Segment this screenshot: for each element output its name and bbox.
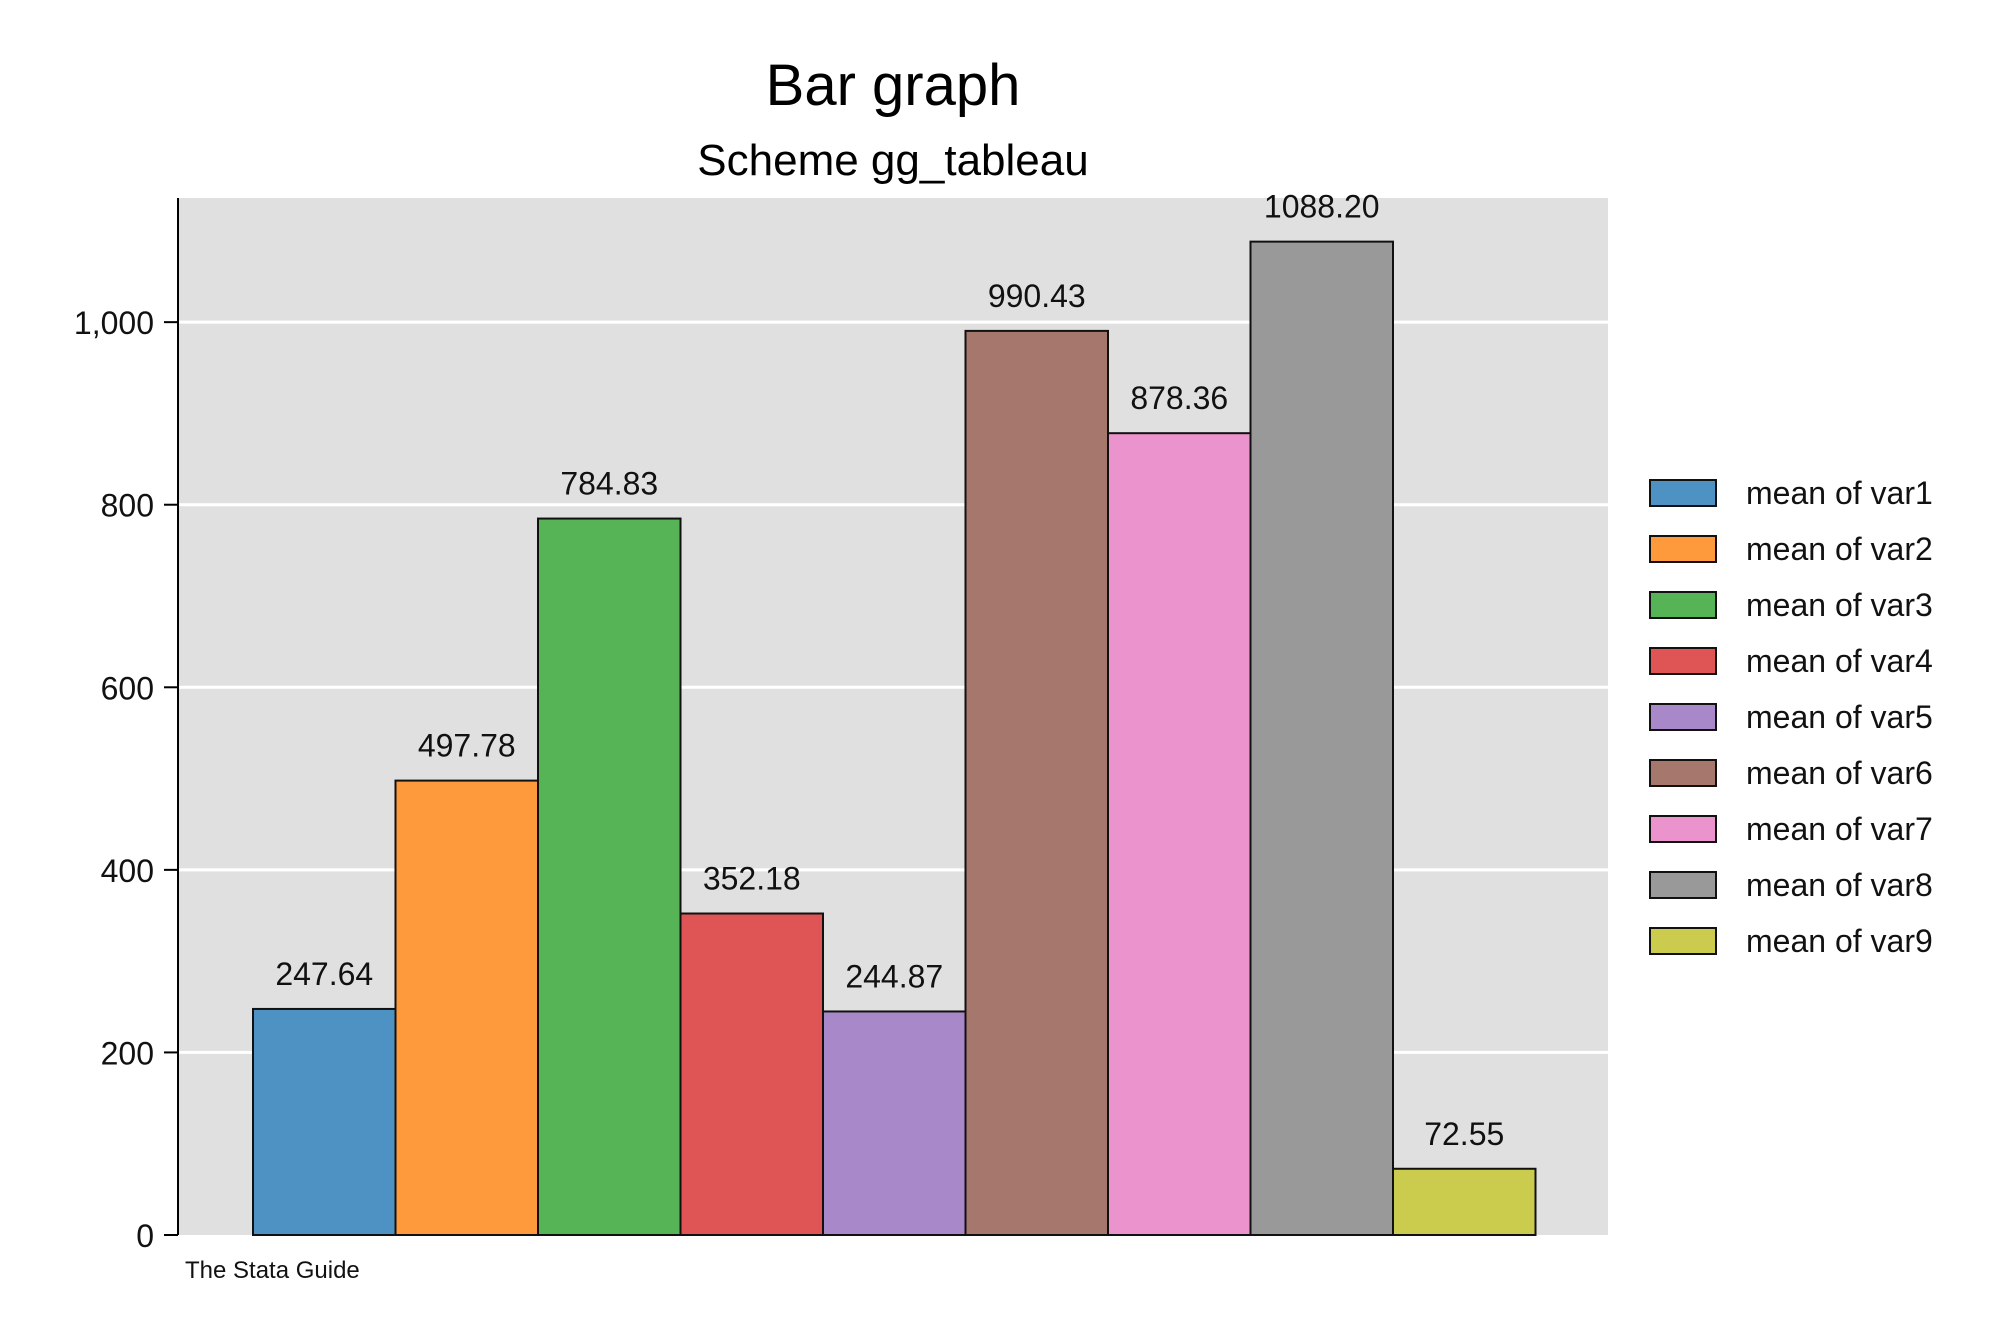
bar-mean-of-var1 bbox=[252, 1007, 397, 1236]
y-tick-label: 0 bbox=[136, 1218, 154, 1254]
legend-label: mean of var8 bbox=[1746, 867, 1933, 903]
legend-swatch bbox=[1649, 815, 1717, 843]
legend-label: mean of var2 bbox=[1746, 531, 1933, 567]
chart-subtitle: Scheme gg_tableau bbox=[697, 136, 1088, 185]
y-axis: 0 200 400 600 800 1,000 bbox=[74, 305, 178, 1254]
legend-swatch bbox=[1649, 759, 1717, 787]
legend-swatch bbox=[1649, 703, 1717, 731]
bar-value-label: 990.43 bbox=[988, 278, 1086, 314]
bar-value-label: 878.36 bbox=[1130, 380, 1228, 416]
bars bbox=[252, 240, 1537, 1237]
legend-swatch bbox=[1649, 927, 1717, 955]
legend-swatch bbox=[1649, 871, 1717, 899]
bar-mean-of-var6 bbox=[964, 329, 1109, 1236]
bar-value-label: 244.87 bbox=[845, 958, 943, 994]
y-tick-label: 400 bbox=[101, 853, 154, 889]
legend-label: mean of var7 bbox=[1746, 811, 1933, 847]
bar-value-label: 72.55 bbox=[1424, 1116, 1504, 1152]
bar-mean-of-var8 bbox=[1249, 240, 1394, 1236]
legend-swatch bbox=[1649, 535, 1717, 563]
chart-title: Bar graph bbox=[766, 53, 1021, 118]
bar-mean-of-var4 bbox=[679, 912, 824, 1236]
legend-label: mean of var9 bbox=[1746, 923, 1933, 959]
legend-swatch bbox=[1649, 647, 1717, 675]
bar-value-label: 247.64 bbox=[275, 956, 373, 992]
legend-swatch bbox=[1649, 591, 1717, 619]
chart-note: The Stata Guide bbox=[185, 1257, 360, 1284]
legend-swatch bbox=[1649, 479, 1717, 507]
bar-mean-of-var9 bbox=[1392, 1167, 1537, 1236]
legend-label: mean of var1 bbox=[1746, 475, 1933, 511]
legend-label: mean of var6 bbox=[1746, 755, 1933, 791]
bar-mean-of-var7 bbox=[1107, 432, 1252, 1237]
data-labels: 247.64 497.78 784.83 352.18 244.87 990.43 878.… bbox=[275, 189, 1504, 1152]
y-tick-label: 1,000 bbox=[74, 305, 154, 341]
y-tick-label: 800 bbox=[101, 488, 154, 524]
bar-value-label: 352.18 bbox=[703, 861, 801, 897]
y-tick-label: 600 bbox=[101, 670, 154, 706]
bar-value-label: 1088.20 bbox=[1264, 189, 1380, 225]
legend-label: mean of var5 bbox=[1746, 699, 1933, 735]
bar-mean-of-var5 bbox=[822, 1010, 967, 1236]
y-tick-label: 200 bbox=[101, 1035, 154, 1071]
bar-mean-of-var2 bbox=[394, 779, 539, 1236]
legend-label: mean of var4 bbox=[1746, 643, 1933, 679]
legend: mean of var1 mean of var2 mean of var3 mean… bbox=[1649, 475, 1933, 959]
bar-mean-of-var3 bbox=[537, 517, 682, 1236]
legend-label: mean of var3 bbox=[1746, 587, 1933, 623]
bar-value-label: 784.83 bbox=[560, 466, 658, 502]
bar-value-label: 497.78 bbox=[418, 728, 516, 764]
